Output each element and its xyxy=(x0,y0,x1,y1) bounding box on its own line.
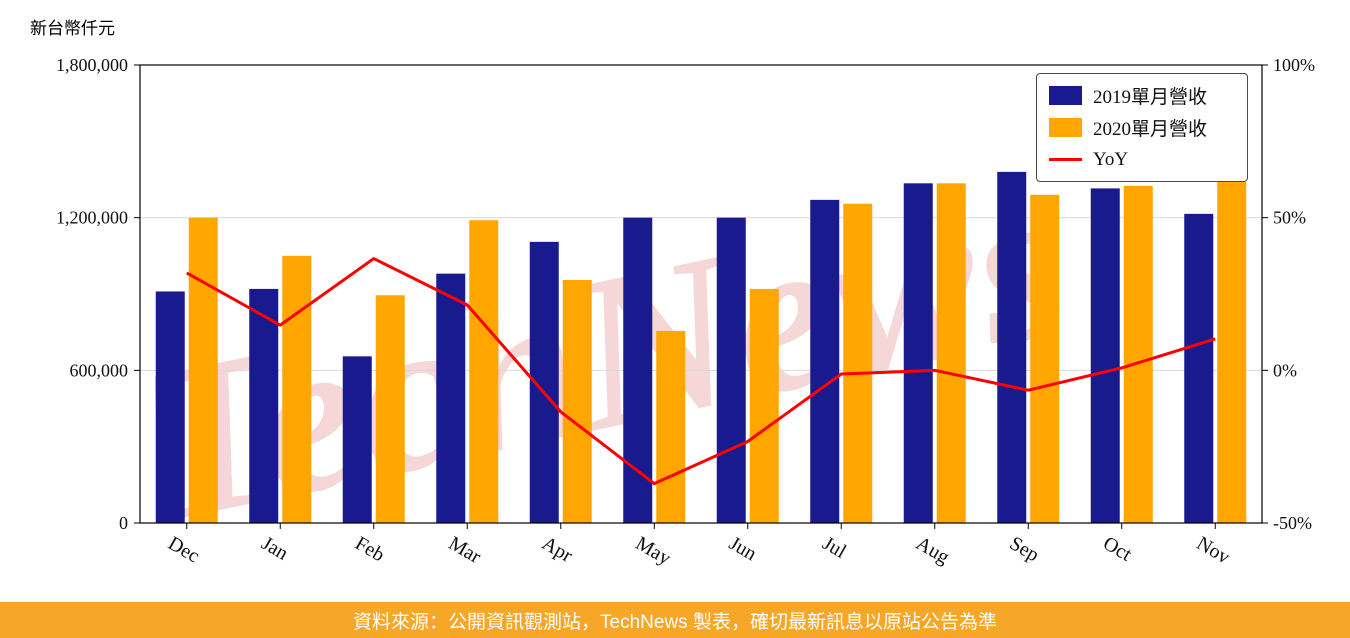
x-axis-label-feb: Feb xyxy=(351,532,388,566)
plot-border xyxy=(139,64,1263,524)
bar-2020-jul xyxy=(843,203,873,523)
bar-2019-feb xyxy=(342,356,372,523)
left-axis-tick-label: 1,200,000 xyxy=(56,208,128,228)
x-axis-label-nov: Nov xyxy=(1193,532,1234,568)
bar-2019-mar xyxy=(436,273,466,523)
bar-2020-mar xyxy=(469,220,499,523)
legend-item-2019: 2019單月營收 xyxy=(1049,83,1235,108)
x-axis-label-apr: Apr xyxy=(538,532,576,567)
legend: 2019單月營收 2020單月營收 YoY xyxy=(1036,73,1248,182)
legend-line-yoy-icon xyxy=(1049,158,1082,161)
x-axis-label-oct: Oct xyxy=(1099,532,1135,566)
right-axis-tick-label: 100% xyxy=(1273,55,1315,75)
footer-bar: 資料來源：公開資訊觀測站，TechNews 製表，確切最新訊息以原站公告為準 xyxy=(0,602,1350,638)
bar-2020-dec xyxy=(188,217,218,523)
bar-2020-may xyxy=(656,330,686,523)
bar-2020-aug xyxy=(936,183,966,524)
bar-2020-sep xyxy=(1030,194,1060,523)
bar-2020-feb xyxy=(375,295,405,523)
legend-item-2020: 2020單月營收 xyxy=(1049,115,1235,140)
legend-swatch-2020-icon xyxy=(1049,118,1082,137)
x-axis-label-mar: Mar xyxy=(445,532,485,568)
right-axis-tick-label: -50% xyxy=(1273,513,1312,533)
bar-2020-nov xyxy=(1217,182,1247,524)
bar-2019-nov xyxy=(1184,213,1214,523)
bar-2019-sep xyxy=(997,171,1027,523)
left-axis-tick-label: 600,000 xyxy=(70,360,129,380)
x-axis-label-jun: Jun xyxy=(725,532,760,565)
footer-note: 資料來源：公開資訊觀測站，TechNews 製表，確切最新訊息以原站公告為準 xyxy=(353,611,997,633)
right-axis-tick-label: 50% xyxy=(1273,208,1306,228)
left-axis-tick-label: 1,800,000 xyxy=(56,55,128,75)
bar-2019-jun xyxy=(716,217,746,523)
bar-2019-oct xyxy=(1090,188,1120,523)
bar-2020-oct xyxy=(1123,185,1153,523)
legend-label-yoy: YoY xyxy=(1093,148,1129,170)
left-axis-tick-label: 0 xyxy=(119,513,128,533)
bar-2019-jan xyxy=(249,288,279,523)
x-axis-label-may: May xyxy=(632,532,675,569)
bar-2019-jul xyxy=(810,199,840,523)
right-axis-tick-label: 0% xyxy=(1273,360,1297,380)
legend-swatch-2019-icon xyxy=(1049,86,1082,105)
x-axis-label-sep: Sep xyxy=(1006,532,1043,566)
bar-2019-dec xyxy=(155,291,185,523)
x-axis-label-aug: Aug xyxy=(912,532,953,568)
bar-2020-apr xyxy=(562,280,592,523)
bar-2019-aug xyxy=(903,183,933,524)
yoy-line xyxy=(186,257,1216,486)
x-axis-label-jul: Jul xyxy=(819,532,851,563)
y-axis-unit-label: 新台幣仟元 xyxy=(30,19,115,38)
legend-label-2019: 2019單月營收 xyxy=(1093,87,1208,108)
legend-item-yoy: YoY xyxy=(1049,147,1235,172)
chart-canvas: TechNews0600,0001,200,0001,800,000-50%0%… xyxy=(56,55,1315,570)
legend-label-2020: 2020單月營收 xyxy=(1093,119,1208,140)
bar-2020-jan xyxy=(282,255,312,524)
bar-2020-jun xyxy=(749,288,779,523)
